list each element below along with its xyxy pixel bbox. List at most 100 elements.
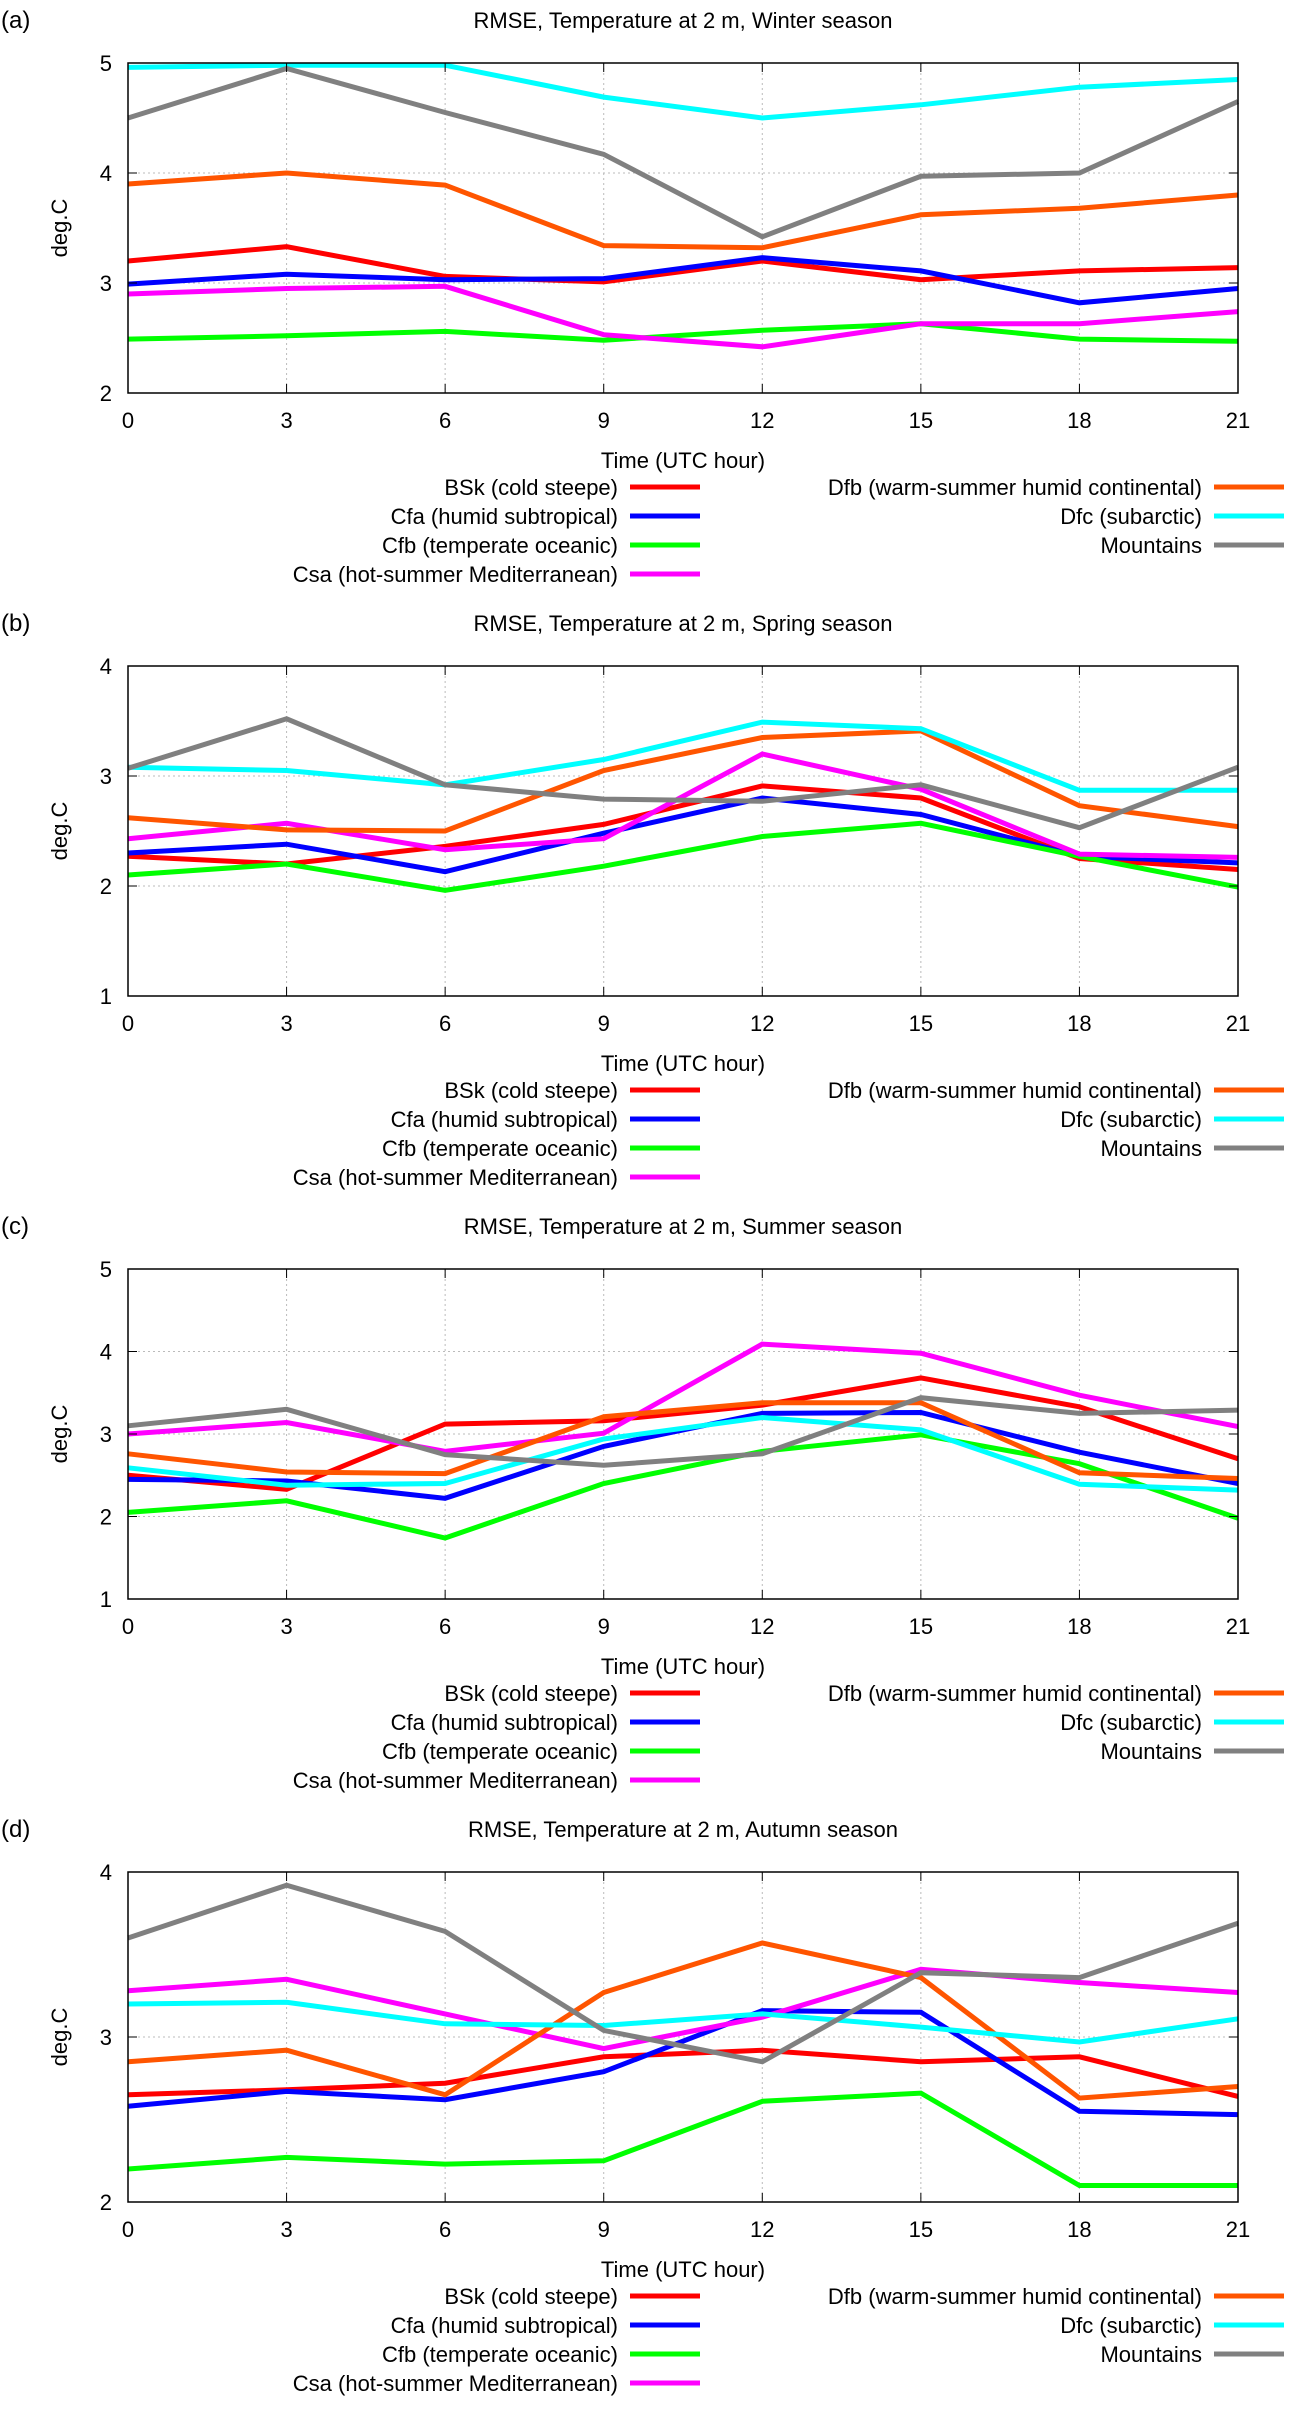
series-line-dfc bbox=[127, 719, 1238, 793]
legend-label: Dfc (subarctic) bbox=[1060, 1710, 1202, 1735]
legend-label: Cfa (humid subtropical) bbox=[391, 1107, 618, 1132]
legend-item: Cfb (temperate oceanic) bbox=[382, 2342, 700, 2367]
legend-label: BSk (cold steepe) bbox=[444, 1078, 618, 1103]
y-tick-label: 3 bbox=[100, 2025, 112, 2050]
legend-item: Mountains bbox=[1100, 533, 1284, 558]
y-axis-label: deg.C bbox=[47, 1405, 72, 1464]
x-tick-label: 9 bbox=[598, 2217, 610, 2242]
x-tick-label: 6 bbox=[439, 1011, 451, 1036]
y-tick-label: 4 bbox=[100, 1860, 112, 1885]
legend-label: Csa (hot-summer Mediterranean) bbox=[293, 1165, 618, 1190]
x-tick-label: 3 bbox=[280, 1614, 292, 1639]
legend-label: Mountains bbox=[1100, 1739, 1202, 1764]
series-line-dfc bbox=[127, 1999, 1239, 2045]
series-line-cfb bbox=[127, 321, 1239, 344]
legend-item: Dfc (subarctic) bbox=[1060, 1710, 1284, 1735]
series-line-dfb bbox=[127, 1940, 1239, 2101]
series-line-bsk bbox=[127, 2047, 1239, 2099]
x-tick-label: 9 bbox=[598, 408, 610, 433]
series-line-cfb bbox=[127, 820, 1239, 893]
legend-label: BSk (cold steepe) bbox=[444, 475, 618, 500]
legend-label: Csa (hot-summer Mediterranean) bbox=[293, 562, 618, 587]
chart-panel: (d) RMSE, Temperature at 2 m, Autumn seas… bbox=[1, 1816, 1284, 2396]
legend-item: Mountains bbox=[1100, 2342, 1284, 2367]
y-tick-label: 1 bbox=[100, 984, 112, 1009]
legend-label: Cfa (humid subtropical) bbox=[391, 504, 618, 529]
legend-item: Csa (hot-summer Mediterranean) bbox=[293, 1768, 700, 1793]
legend-item: Csa (hot-summer Mediterranean) bbox=[293, 2371, 700, 2396]
legend-item: BSk (cold steepe) bbox=[444, 1681, 700, 1706]
series-line-dfc bbox=[127, 62, 1239, 121]
x-tick-label: 0 bbox=[122, 1614, 134, 1639]
y-tick-label: 3 bbox=[100, 764, 112, 789]
chart-panel: (a) RMSE, Temperature at 2 m, Winter seas… bbox=[1, 7, 1284, 587]
y-tick-label: 4 bbox=[100, 654, 112, 679]
y-tick-label: 2 bbox=[100, 1505, 112, 1530]
chart-panel: (b) RMSE, Temperature at 2 m, Spring seas… bbox=[1, 610, 1284, 1190]
legend-label: BSk (cold steepe) bbox=[444, 1681, 618, 1706]
x-tick-label: 6 bbox=[439, 1614, 451, 1639]
legend-label: Dfb (warm-summer humid continental) bbox=[828, 1078, 1202, 1103]
x-tick-label: 3 bbox=[280, 1011, 292, 1036]
legend-label: Mountains bbox=[1100, 2342, 1202, 2367]
series-line-cfb bbox=[127, 2090, 1238, 2188]
x-tick-label: 21 bbox=[1226, 408, 1250, 433]
x-tick-label: 21 bbox=[1226, 1011, 1250, 1036]
legend-item: BSk (cold steepe) bbox=[444, 2284, 700, 2309]
series-line-csa bbox=[127, 1966, 1239, 2052]
x-tick-label: 3 bbox=[280, 2217, 292, 2242]
legend-label: Csa (hot-summer Mediterranean) bbox=[293, 1768, 618, 1793]
y-tick-label: 2 bbox=[100, 381, 112, 406]
x-tick-label: 15 bbox=[909, 1011, 933, 1036]
x-tick-label: 12 bbox=[750, 1614, 774, 1639]
y-tick-label: 4 bbox=[100, 161, 112, 186]
plot-frame bbox=[127, 665, 1239, 997]
y-tick-label: 5 bbox=[100, 51, 112, 76]
y-axis-label: deg.C bbox=[47, 199, 72, 258]
chart-title: RMSE, Temperature at 2 m, Spring season bbox=[473, 611, 892, 636]
legend-label: BSk (cold steepe) bbox=[444, 2284, 618, 2309]
legend-item: BSk (cold steepe) bbox=[444, 475, 700, 500]
x-tick-label: 12 bbox=[750, 1011, 774, 1036]
x-tick-label: 6 bbox=[439, 2217, 451, 2242]
legend-label: Cfb (temperate oceanic) bbox=[382, 533, 618, 558]
series-line-csa bbox=[127, 1341, 1239, 1454]
y-tick-label: 4 bbox=[100, 1340, 112, 1365]
series-line-bsk bbox=[127, 1375, 1239, 1492]
series-line-dfb bbox=[127, 728, 1239, 834]
legend-item: Dfb (warm-summer humid continental) bbox=[828, 2284, 1284, 2309]
series-line-mountains bbox=[127, 1395, 1239, 1468]
legend-item: Cfb (temperate oceanic) bbox=[382, 1739, 700, 1764]
series-line-dfb bbox=[127, 1400, 1239, 1481]
panel-label: (d) bbox=[1, 1816, 30, 1843]
series-line-mountains bbox=[127, 65, 1240, 240]
legend-item: Csa (hot-summer Mediterranean) bbox=[293, 562, 700, 587]
series-line-mountains bbox=[127, 1882, 1239, 2065]
y-axis-label: deg.C bbox=[47, 2008, 72, 2067]
legend-label: Cfb (temperate oceanic) bbox=[382, 2342, 618, 2367]
panel-label: (a) bbox=[1, 7, 30, 34]
legend-label: Dfc (subarctic) bbox=[1060, 2313, 1202, 2338]
y-tick-label: 1 bbox=[100, 1587, 112, 1612]
legend-label: Dfb (warm-summer humid continental) bbox=[828, 2284, 1202, 2309]
y-axis-label: deg.C bbox=[47, 802, 72, 861]
legend-item: Cfa (humid subtropical) bbox=[391, 1107, 700, 1132]
y-tick-label: 3 bbox=[100, 271, 112, 296]
legend-label: Csa (hot-summer Mediterranean) bbox=[293, 2371, 618, 2396]
legend-item: Dfb (warm-summer humid continental) bbox=[828, 1078, 1284, 1103]
legend-label: Dfc (subarctic) bbox=[1060, 504, 1202, 529]
x-tick-label: 6 bbox=[439, 408, 451, 433]
legend-item: Cfa (humid subtropical) bbox=[391, 1710, 700, 1735]
legend-item: Cfa (humid subtropical) bbox=[391, 2313, 700, 2338]
x-axis-label: Time (UTC hour) bbox=[601, 2257, 765, 2282]
x-tick-label: 9 bbox=[598, 1011, 610, 1036]
x-tick-label: 18 bbox=[1067, 408, 1091, 433]
legend-item: Cfa (humid subtropical) bbox=[391, 504, 700, 529]
x-tick-label: 15 bbox=[909, 1614, 933, 1639]
legend-item: Mountains bbox=[1100, 1739, 1284, 1764]
legend-label: Cfa (humid subtropical) bbox=[391, 2313, 618, 2338]
legend-label: Dfb (warm-summer humid continental) bbox=[828, 1681, 1202, 1706]
x-tick-label: 15 bbox=[909, 408, 933, 433]
legend-item: BSk (cold steepe) bbox=[444, 1078, 700, 1103]
